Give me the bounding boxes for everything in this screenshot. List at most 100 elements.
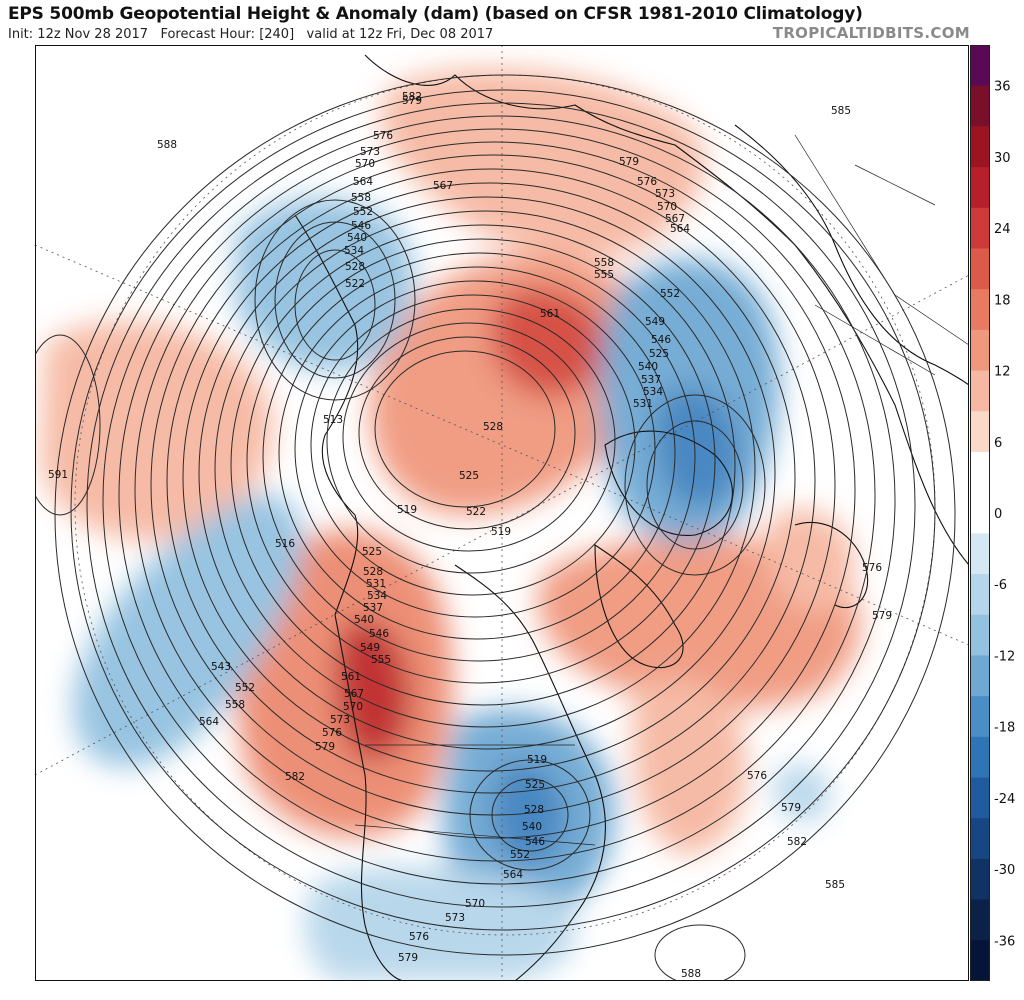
height-label: 552 bbox=[510, 849, 530, 861]
height-label: 588 bbox=[157, 139, 177, 151]
height-label: 564 bbox=[353, 176, 373, 188]
chart-title: EPS 500mb Geopotential Height & Anomaly … bbox=[8, 4, 863, 24]
height-label: 549 bbox=[645, 316, 665, 328]
colorbar-tick-labels: 36 30 24 18 12 6 0 -6 -12 -18 -24 -30 -36 bbox=[994, 80, 1015, 950]
height-label: 579 bbox=[402, 95, 422, 107]
height-label: 567 bbox=[344, 688, 364, 700]
height-label: 570 bbox=[355, 158, 375, 170]
colorbar-tick-label: 12 bbox=[994, 365, 1011, 380]
height-label: 591 bbox=[48, 469, 68, 481]
colorbar-cell bbox=[970, 207, 990, 250]
height-label: 525 bbox=[362, 546, 382, 558]
height-label: 561 bbox=[341, 671, 361, 683]
colorbar-cell bbox=[970, 45, 990, 87]
positive-anomaly-siberia-core bbox=[490, 287, 607, 397]
height-label: 537 bbox=[641, 374, 661, 386]
height-label: 540 bbox=[347, 232, 367, 244]
height-label: 552 bbox=[353, 206, 373, 218]
height-label: 582 bbox=[787, 836, 807, 848]
height-label: 579 bbox=[781, 802, 801, 814]
height-label: 546 bbox=[351, 220, 371, 232]
height-label: 549 bbox=[360, 642, 380, 654]
positive-anomaly-europe bbox=[764, 508, 855, 613]
height-label: 525 bbox=[649, 348, 669, 360]
height-label: 540 bbox=[354, 614, 374, 626]
height-label: 540 bbox=[522, 821, 542, 833]
height-label: 540 bbox=[638, 361, 658, 373]
colorbar-cell bbox=[970, 411, 990, 453]
colorbar-cell bbox=[970, 248, 990, 290]
height-label: 567 bbox=[665, 213, 685, 225]
chart-subtitle: Init: 12z Nov 28 2017 Forecast Hour: [24… bbox=[8, 27, 494, 42]
height-contours bbox=[35, 74, 956, 981]
height-label: 531 bbox=[633, 398, 653, 410]
map-frame bbox=[35, 45, 969, 981]
height-label: 588 bbox=[681, 968, 701, 980]
height-label: 528 bbox=[345, 261, 365, 273]
height-label: 516 bbox=[275, 538, 295, 550]
height-label: 573 bbox=[360, 146, 380, 158]
height-label: 576 bbox=[862, 562, 882, 574]
height-label: 573 bbox=[655, 188, 675, 200]
height-label: 576 bbox=[373, 130, 393, 142]
height-label: 525 bbox=[459, 470, 479, 482]
negative-anomaly-atlantic-small bbox=[773, 764, 830, 823]
colorbar-tick-label: -24 bbox=[994, 792, 1015, 807]
colorbar-tick-label: 18 bbox=[994, 293, 1011, 308]
anomaly-colorbar: 36 30 24 18 12 6 0 -6 -12 -18 -24 -30 -36 bbox=[970, 45, 1015, 981]
colorbar-tick-label: 24 bbox=[994, 222, 1011, 237]
height-label: 570 bbox=[657, 201, 677, 213]
colorbar-cell bbox=[970, 492, 990, 534]
colorbar-cell bbox=[970, 614, 990, 657]
height-label: 570 bbox=[343, 701, 363, 713]
height-label: 582 bbox=[285, 771, 305, 783]
colorbar-cell bbox=[970, 818, 990, 860]
height-label: 576 bbox=[637, 176, 657, 188]
colorbar-tick-label: -30 bbox=[994, 863, 1015, 878]
coastlines bbox=[294, 54, 969, 981]
height-label: 564 bbox=[503, 869, 523, 881]
colorbar-cell bbox=[970, 736, 990, 779]
height-label: 576 bbox=[409, 931, 429, 943]
colorbar-cell bbox=[970, 574, 990, 616]
positive-anomaly-atlantic bbox=[632, 677, 747, 855]
height-label: 573 bbox=[330, 714, 350, 726]
colorbar-cell bbox=[970, 533, 990, 575]
height-anomaly-map: 588 579 582 576 573 570 567 564 558 552 … bbox=[35, 45, 969, 981]
height-label: 528 bbox=[363, 566, 383, 578]
colorbar-cell bbox=[970, 126, 990, 168]
height-labels: 588 579 582 576 573 570 567 564 558 552 … bbox=[48, 91, 892, 980]
height-label: 561 bbox=[540, 308, 560, 320]
height-label: 522 bbox=[466, 506, 486, 518]
height-label: 570 bbox=[465, 898, 485, 910]
colorbar-cell bbox=[970, 451, 990, 494]
height-label: 546 bbox=[651, 334, 671, 346]
height-label: 531 bbox=[366, 578, 386, 590]
height-label: 528 bbox=[483, 421, 503, 433]
negative-anomaly-kamchatka bbox=[235, 197, 414, 372]
colorbar-cell bbox=[970, 940, 990, 981]
height-label: 534 bbox=[344, 245, 364, 257]
height-label: 519 bbox=[491, 526, 511, 538]
height-label: 534 bbox=[367, 590, 387, 602]
colorbar-cell bbox=[970, 85, 990, 127]
height-label: 522 bbox=[345, 278, 365, 290]
colorbar-cells bbox=[970, 45, 990, 981]
height-label: 534 bbox=[643, 386, 663, 398]
colorbar-tick-label: -6 bbox=[994, 578, 1007, 593]
height-label: 573 bbox=[445, 912, 465, 924]
colorbar-cell bbox=[970, 289, 990, 331]
height-label: 537 bbox=[363, 602, 383, 614]
height-label: 564 bbox=[670, 223, 690, 235]
colorbar-cell bbox=[970, 370, 990, 412]
positive-anomaly-pacific bbox=[40, 321, 273, 542]
site-brand: TROPICALTIDBITS.COM bbox=[772, 24, 970, 42]
colorbar-frame bbox=[970, 45, 990, 981]
height-label: 576 bbox=[322, 727, 342, 739]
height-label: 546 bbox=[525, 836, 545, 848]
height-label: 513 bbox=[323, 414, 343, 426]
height-label: 585 bbox=[825, 879, 845, 891]
colorbar-cell bbox=[970, 167, 990, 209]
positive-anomaly-west-us-core bbox=[334, 618, 411, 761]
negative-anomaly-mexico bbox=[304, 866, 576, 981]
